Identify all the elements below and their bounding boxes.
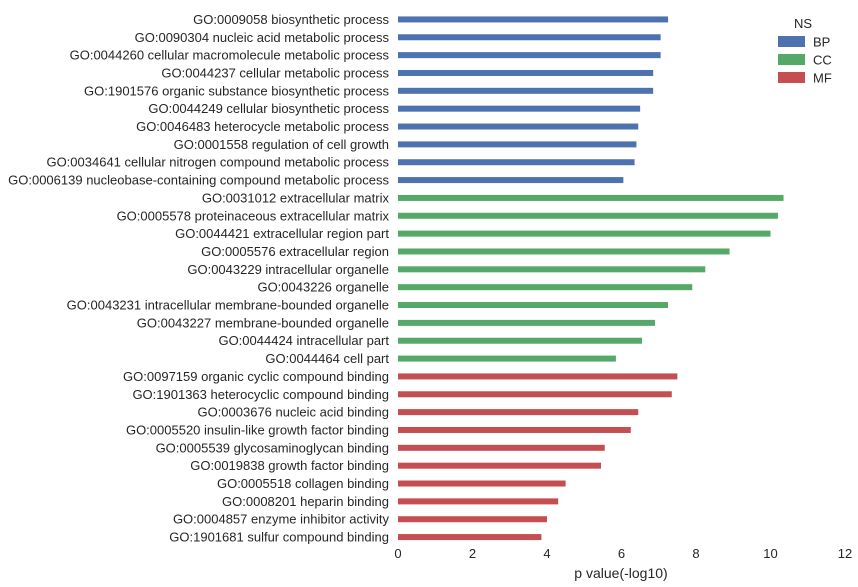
bar-cc	[398, 266, 706, 273]
category-label: GO:0005578 proteinaceous extracellular m…	[117, 208, 390, 223]
category-label: GO:0004857 enzyme inhibitor activity	[173, 512, 390, 527]
x-tick-label: 10	[763, 546, 777, 561]
bar-cc	[398, 230, 771, 237]
bar-cc	[398, 212, 778, 219]
legend-title: NS	[794, 16, 812, 31]
bar-bp	[398, 34, 661, 41]
category-label: GO:0043226 organelle	[257, 280, 389, 295]
category-label: GO:0043229 intracellular organelle	[187, 262, 389, 277]
bar-bp	[398, 87, 654, 94]
x-tick-label: 12	[838, 546, 852, 561]
bar-bp	[398, 105, 641, 112]
bar-mf	[398, 444, 605, 451]
category-label: GO:0005539 glycosaminoglycan binding	[156, 440, 389, 455]
x-tick-label: 6	[618, 546, 625, 561]
category-label: GO:0005576 extracellular region	[201, 244, 389, 259]
bar-cc	[398, 284, 693, 291]
bar-mf	[398, 516, 547, 523]
category-label: GO:1901681 sulfur compound binding	[169, 530, 389, 545]
bar-bp	[398, 69, 654, 76]
legend-label-bp: BP	[813, 35, 830, 50]
bar-mf	[398, 462, 602, 469]
category-label: GO:0097159 organic cyclic compound bindi…	[123, 369, 389, 384]
bar-bp	[398, 52, 661, 59]
category-label: GO:0044421 extracellular region part	[175, 226, 389, 241]
legend-swatch-bp	[778, 36, 805, 47]
legend-swatch-cc	[778, 54, 805, 65]
category-label: GO:1901576 organic substance biosyntheti…	[84, 83, 389, 98]
bar-bp	[398, 123, 639, 130]
bar-bp	[398, 177, 624, 184]
category-label: GO:0044249 cellular biosynthetic process	[148, 101, 389, 116]
bar-cc	[398, 194, 784, 201]
x-tick-label: 8	[692, 546, 699, 561]
category-label: GO:0034641 cellular nitrogen compound me…	[46, 155, 389, 170]
category-label: GO:0044237 cellular metabolic process	[161, 65, 389, 80]
bar-bp	[398, 141, 637, 148]
category-label: GO:0006139 nucleobase-containing compoun…	[8, 173, 389, 188]
category-label: GO:0090304 nucleic acid metabolic proces…	[135, 30, 390, 45]
bar-mf	[398, 409, 639, 416]
category-label: GO:0003676 nucleic acid binding	[197, 405, 389, 420]
x-tick-label: 0	[394, 546, 401, 561]
x-axis-title: p value(-log10)	[574, 565, 667, 581]
category-label: GO:0046483 heterocycle metabolic process	[136, 119, 389, 134]
bar-mf	[398, 534, 542, 541]
x-axis: 0 2 4 6 8 10 12	[394, 546, 852, 561]
x-tick-label: 2	[469, 546, 476, 561]
bar-cc	[398, 355, 616, 362]
category-label: GO:0044464 cell part	[265, 351, 389, 366]
bar-mf	[398, 498, 559, 505]
category-label: GO:0005518 collagen binding	[217, 476, 389, 491]
category-label: GO:0019838 growth factor binding	[190, 458, 389, 473]
category-label: GO:0009058 biosynthetic process	[193, 12, 389, 27]
bars-layer	[398, 16, 784, 541]
legend-label-mf: MF	[813, 71, 832, 86]
category-label: GO:0005520 insulin-like growth factor bi…	[126, 422, 389, 437]
bar-cc	[398, 248, 730, 255]
bar-mf	[398, 391, 672, 398]
bar-cc	[398, 302, 669, 309]
legend: NS BP CC MF	[778, 16, 832, 86]
category-label: GO:0008201 heparin binding	[222, 494, 389, 509]
category-label: GO:0001558 regulation of cell growth	[174, 137, 389, 152]
category-label: GO:0044260 cellular macromolecule metabo…	[70, 48, 390, 63]
category-label: GO:0044424 intracellular part	[218, 333, 389, 348]
bar-cc	[398, 319, 656, 326]
legend-label-cc: CC	[813, 53, 832, 68]
category-label: GO:1901363 heterocyclic compound binding	[132, 387, 389, 402]
category-label: GO:0043227 membrane-bounded organelle	[137, 315, 389, 330]
category-label: GO:0031012 extracellular matrix	[202, 190, 390, 205]
legend-swatch-mf	[778, 72, 805, 83]
bar-mf	[398, 373, 678, 380]
category-label: GO:0043231 intracellular membrane-bounde…	[67, 298, 389, 313]
bar-bp	[398, 159, 635, 166]
category-labels: GO:0009058 biosynthetic process GO:009030…	[8, 12, 389, 545]
bar-mf	[398, 426, 631, 433]
bar-bp	[398, 16, 669, 23]
bar-mf	[398, 480, 566, 487]
bar-cc	[398, 337, 642, 344]
x-tick-label: 4	[543, 546, 550, 561]
